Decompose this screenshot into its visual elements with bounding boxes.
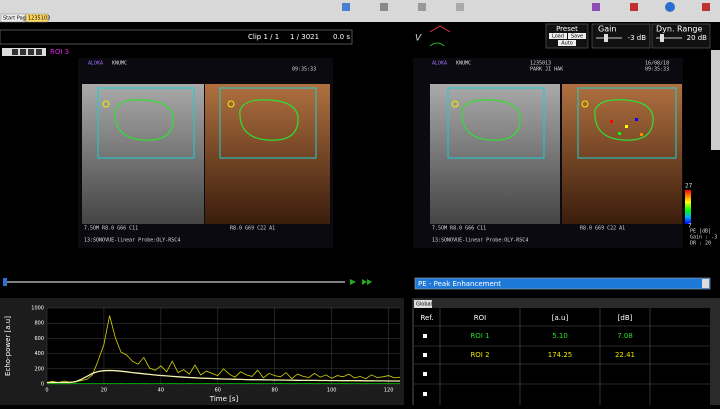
button-label[interactable]: Load xyxy=(552,34,564,40)
toolbar xyxy=(0,0,720,22)
tab-label[interactable]: Global xyxy=(416,302,432,308)
colorbar-max: 27 xyxy=(685,183,693,190)
button-label[interactable]: Auto xyxy=(561,41,573,47)
colorbar xyxy=(685,190,691,224)
x-tick-label: 100 xyxy=(327,388,337,394)
x-axis-label: Time [s] xyxy=(209,395,239,403)
colorbar-range: DR : 20 xyxy=(690,241,711,247)
y-tick-label: 400 xyxy=(34,351,44,357)
gain-label: Gain xyxy=(598,25,616,34)
button-label[interactable]: Save xyxy=(571,34,583,40)
overlay-text: ALOKA xyxy=(88,61,103,67)
table-cell: 174.25 xyxy=(548,351,573,359)
overlay-text: R8.0 G69 C22 A1 xyxy=(580,226,625,232)
plot-area xyxy=(47,308,400,384)
overlay-text: ALOKA xyxy=(432,61,447,67)
x-tick-label: 60 xyxy=(215,388,221,394)
table-cell: 7.08 xyxy=(617,332,633,340)
table-header: ROI xyxy=(474,314,486,322)
preset-title: Preset xyxy=(556,25,578,33)
x-tick-label: 20 xyxy=(101,388,107,394)
overlay-text: KNUMC xyxy=(112,61,127,67)
ultrasound-right xyxy=(413,58,683,248)
timeline[interactable] xyxy=(3,278,372,286)
tab-label[interactable]: 1235103 xyxy=(28,16,50,22)
gain-value: -3 dB xyxy=(628,34,647,42)
roi-label: ROI 3 xyxy=(50,48,69,56)
table-header: Ref. xyxy=(420,314,433,322)
range-label: Dyn. Range xyxy=(656,25,702,34)
frame-label: 1 / 3021 xyxy=(290,33,319,41)
side-tabs[interactable] xyxy=(711,50,720,150)
overlay-text: 09:35:33 xyxy=(645,67,669,73)
x-tick-label: 40 xyxy=(158,388,164,394)
time-label: 0.0 s xyxy=(333,33,350,41)
table-header: [a.u] xyxy=(552,314,569,322)
tab-label[interactable]: Start Page xyxy=(3,16,29,22)
y-tick-label: 600 xyxy=(34,336,44,342)
table-cell: ROI 2 xyxy=(470,351,489,359)
overlay-text: KNUMC xyxy=(456,61,471,67)
logo: V xyxy=(415,26,450,46)
y-tick-label: 0 xyxy=(41,382,44,388)
overlay-text: 09:35:33 xyxy=(292,67,316,73)
y-tick-label: 1000 xyxy=(31,306,44,312)
overlay-text: PARK JI HAK xyxy=(530,67,563,73)
clip-label: Clip 1 / 1 xyxy=(248,33,279,41)
overlay-text: 7.5OM R8.0 G66 C11 xyxy=(84,226,138,232)
dropdown-label[interactable]: PE - Peak Enhancement xyxy=(418,280,501,288)
slider-thumb[interactable] xyxy=(604,34,608,42)
slider-thumb[interactable] xyxy=(660,34,664,42)
x-tick-label: 120 xyxy=(384,388,394,394)
table-header: [dB] xyxy=(618,314,633,322)
ultrasound-left xyxy=(78,58,333,248)
table-cell: 22.41 xyxy=(615,351,635,359)
x-tick-label: 80 xyxy=(272,388,278,394)
table-cell: ROI 1 xyxy=(470,332,489,340)
svg-text:V: V xyxy=(415,34,422,44)
overlay-text: R8.0 G69 C22 A1 xyxy=(230,226,275,232)
overlay-text: 13:SONOVUE-linear Probe:OLY-RSC4 xyxy=(432,238,528,244)
roi-tools[interactable] xyxy=(2,48,46,56)
y-tick-label: 800 xyxy=(34,321,44,327)
x-tick-label: 0 xyxy=(45,388,48,394)
table-cell: 5.10 xyxy=(552,332,568,340)
overlay-text: 13:SONOVUE-linear Probe:OLY-RSC4 xyxy=(84,238,180,244)
dropdown-arrow[interactable] xyxy=(702,279,709,288)
range-value: 20 dB xyxy=(687,34,708,42)
y-tick-label: 200 xyxy=(34,366,44,372)
overlay-text: 7.5OM R8.0 G66 C11 xyxy=(432,226,486,232)
y-axis-label: Echo-power [a.u] xyxy=(4,316,12,376)
